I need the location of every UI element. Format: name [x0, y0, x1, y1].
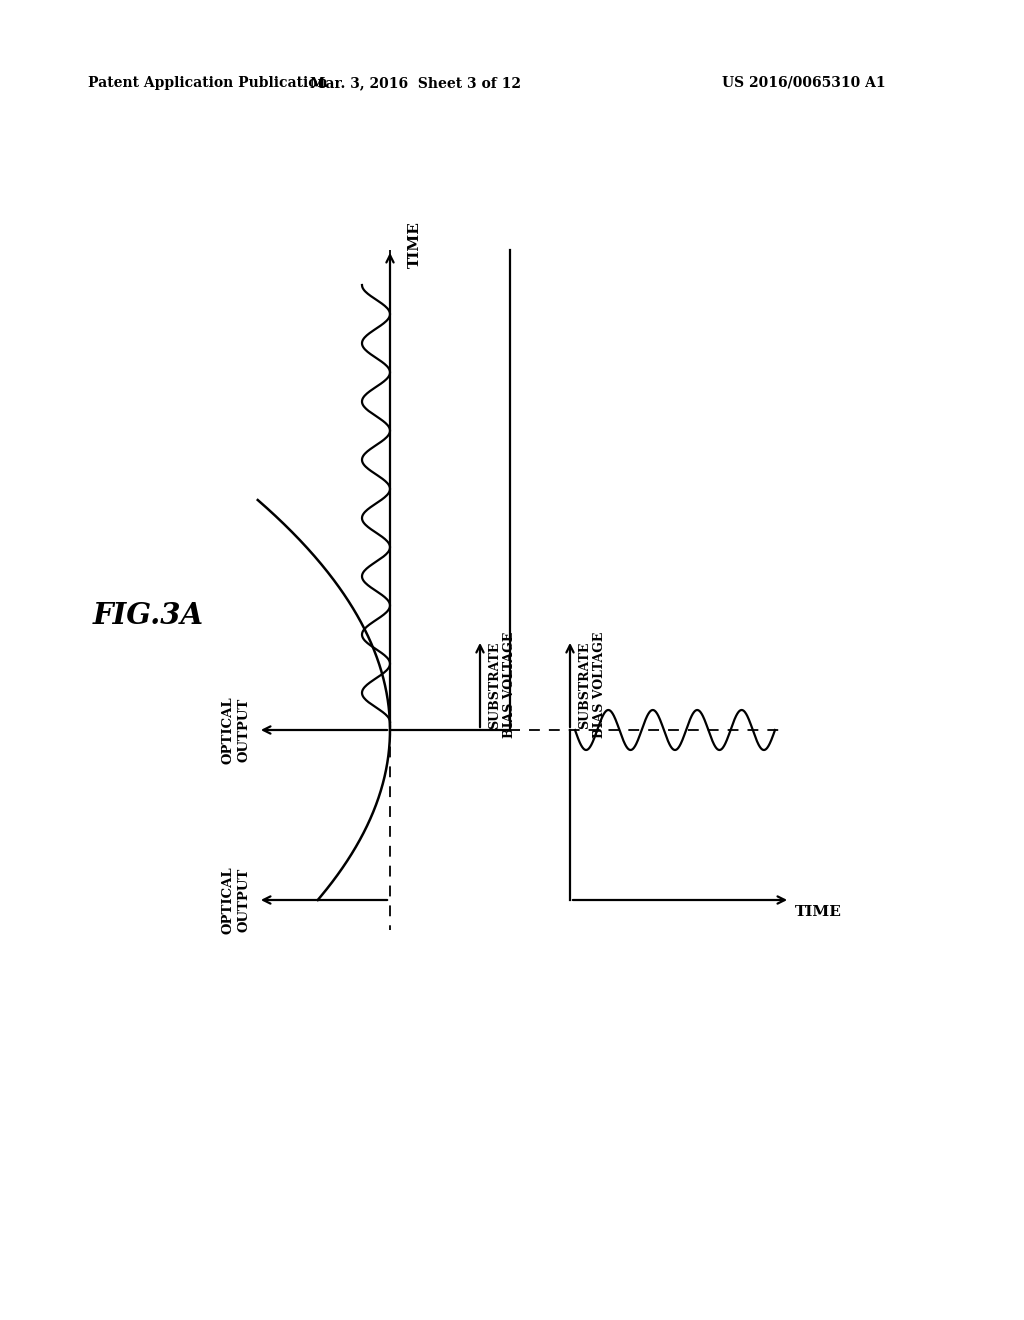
Text: OPTICAL
OUTPUT: OPTICAL OUTPUT: [222, 696, 250, 764]
Text: OPTICAL
OUTPUT: OPTICAL OUTPUT: [222, 866, 250, 933]
Text: TIME: TIME: [408, 222, 422, 268]
Text: Patent Application Publication: Patent Application Publication: [88, 77, 328, 90]
Text: US 2016/0065310 A1: US 2016/0065310 A1: [722, 77, 886, 90]
Text: SUBSTRATE
BIAS VOLTAGE: SUBSTRATE BIAS VOLTAGE: [578, 632, 606, 738]
Text: TIME: TIME: [795, 906, 842, 919]
Text: FIG.3A: FIG.3A: [92, 601, 204, 630]
Text: SUBSTRATE
BIAS VOLTAGE: SUBSTRATE BIAS VOLTAGE: [488, 632, 516, 738]
Text: Mar. 3, 2016  Sheet 3 of 12: Mar. 3, 2016 Sheet 3 of 12: [309, 77, 520, 90]
